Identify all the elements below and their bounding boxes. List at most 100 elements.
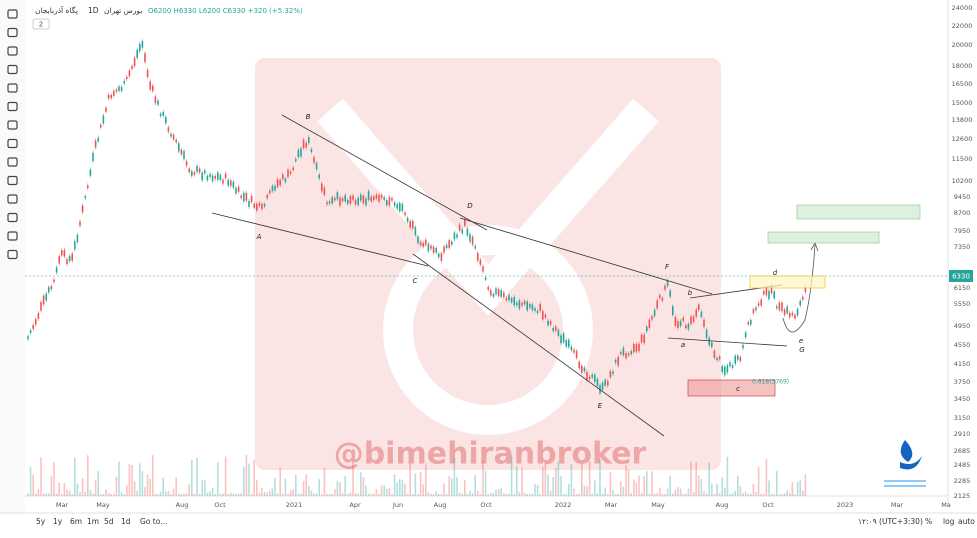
candle-body xyxy=(118,86,120,91)
volume-bar xyxy=(547,474,549,496)
tool-icon[interactable] xyxy=(7,46,18,56)
volume-bar xyxy=(523,492,526,496)
candle-body xyxy=(596,378,599,387)
volume-bar xyxy=(432,494,435,496)
candle-body xyxy=(354,200,357,205)
volume-bar xyxy=(765,458,768,496)
scale-button[interactable]: log xyxy=(943,517,955,526)
candle-body xyxy=(536,310,539,313)
candle-body xyxy=(399,202,401,212)
candle-body xyxy=(687,323,690,330)
candle-body xyxy=(97,137,99,142)
volume-bar xyxy=(562,493,565,496)
range-button[interactable]: 5y xyxy=(36,517,46,526)
tool-icon[interactable] xyxy=(7,212,18,223)
candle-body xyxy=(352,195,354,200)
volume-bar xyxy=(383,485,385,496)
volume-bar xyxy=(752,483,755,496)
tool-icon[interactable] xyxy=(7,120,18,130)
volume-bar xyxy=(552,477,554,496)
range-button[interactable]: 6m xyxy=(70,517,82,526)
time-label: Mar xyxy=(56,501,69,509)
volume-bar xyxy=(27,493,29,496)
volume-bar xyxy=(768,480,770,496)
candle-body xyxy=(42,295,45,305)
candle-body xyxy=(123,80,125,84)
tool-icon[interactable] xyxy=(7,194,18,204)
candle-body xyxy=(425,239,427,245)
volume-bar xyxy=(726,456,729,496)
candle-body xyxy=(557,329,560,336)
candle-body xyxy=(167,127,170,132)
volume-bar xyxy=(126,485,128,496)
candle-body xyxy=(770,285,773,294)
scale-button[interactable]: % xyxy=(925,517,932,526)
candle-body xyxy=(53,279,55,283)
wave-label: A xyxy=(256,233,262,241)
watermark-logo xyxy=(255,58,721,470)
candle-body xyxy=(690,316,692,324)
volume-bar xyxy=(627,468,630,496)
range-button[interactable]: 5d xyxy=(104,517,114,526)
volume-bar xyxy=(219,493,222,496)
range-button[interactable]: 1d xyxy=(121,517,131,526)
candle-body xyxy=(458,224,461,231)
range-button[interactable]: 1m xyxy=(87,517,99,526)
candle-body xyxy=(365,198,367,206)
tool-icon[interactable] xyxy=(7,64,18,75)
candle-body xyxy=(157,100,159,105)
volume-bar xyxy=(196,458,198,496)
tool-icon[interactable] xyxy=(7,83,18,93)
volume-bar xyxy=(492,492,495,496)
tool-icon[interactable] xyxy=(7,231,18,241)
volume-bar xyxy=(370,493,372,496)
candle-body xyxy=(505,298,508,301)
volume-bar xyxy=(232,493,235,496)
volume-bar xyxy=(396,482,398,496)
price-label: 12600 xyxy=(952,135,973,143)
volume-bar xyxy=(555,468,557,496)
scale-button[interactable]: auto xyxy=(958,517,975,526)
volume-bar xyxy=(336,480,339,496)
candle-body xyxy=(635,344,638,352)
candle-body xyxy=(594,374,596,382)
candle-body xyxy=(664,285,666,290)
volume-bar xyxy=(227,493,229,496)
candle-body xyxy=(201,172,203,181)
volume-bar xyxy=(35,493,37,496)
volume-bar xyxy=(206,492,209,496)
goto-button[interactable]: Go to... xyxy=(140,517,167,526)
candle-body xyxy=(222,179,224,184)
candle-body xyxy=(261,203,263,210)
candle-body xyxy=(490,290,492,296)
tool-icon[interactable] xyxy=(7,157,18,167)
candle-body xyxy=(742,344,744,349)
volume-bar xyxy=(711,483,713,496)
range-button[interactable]: 1y xyxy=(53,517,63,526)
candle-body xyxy=(58,256,60,264)
volume-bar xyxy=(71,493,73,496)
time-label: May xyxy=(651,501,665,509)
volume-bar xyxy=(89,489,92,496)
wave-label: C xyxy=(413,277,418,285)
tool-icon[interactable] xyxy=(7,249,18,260)
tool-icon[interactable] xyxy=(7,138,18,149)
tool-icon[interactable] xyxy=(7,101,18,112)
candle-body xyxy=(71,253,73,261)
volume-bar xyxy=(308,485,310,496)
candle-body xyxy=(113,91,115,96)
candle-body xyxy=(102,115,105,124)
candle-body xyxy=(471,236,474,245)
candle-body xyxy=(266,195,268,199)
candle-body xyxy=(375,194,378,199)
volume-bar xyxy=(422,484,424,496)
tool-icon[interactable] xyxy=(7,175,18,186)
volume-bar xyxy=(245,454,248,496)
candle-body xyxy=(453,232,456,240)
candle-body xyxy=(388,196,391,206)
candle-body xyxy=(100,124,102,128)
tool-icon[interactable] xyxy=(7,9,18,19)
tool-icon[interactable] xyxy=(7,27,18,38)
volume-bar xyxy=(388,488,391,496)
panes-button[interactable] xyxy=(32,18,50,30)
